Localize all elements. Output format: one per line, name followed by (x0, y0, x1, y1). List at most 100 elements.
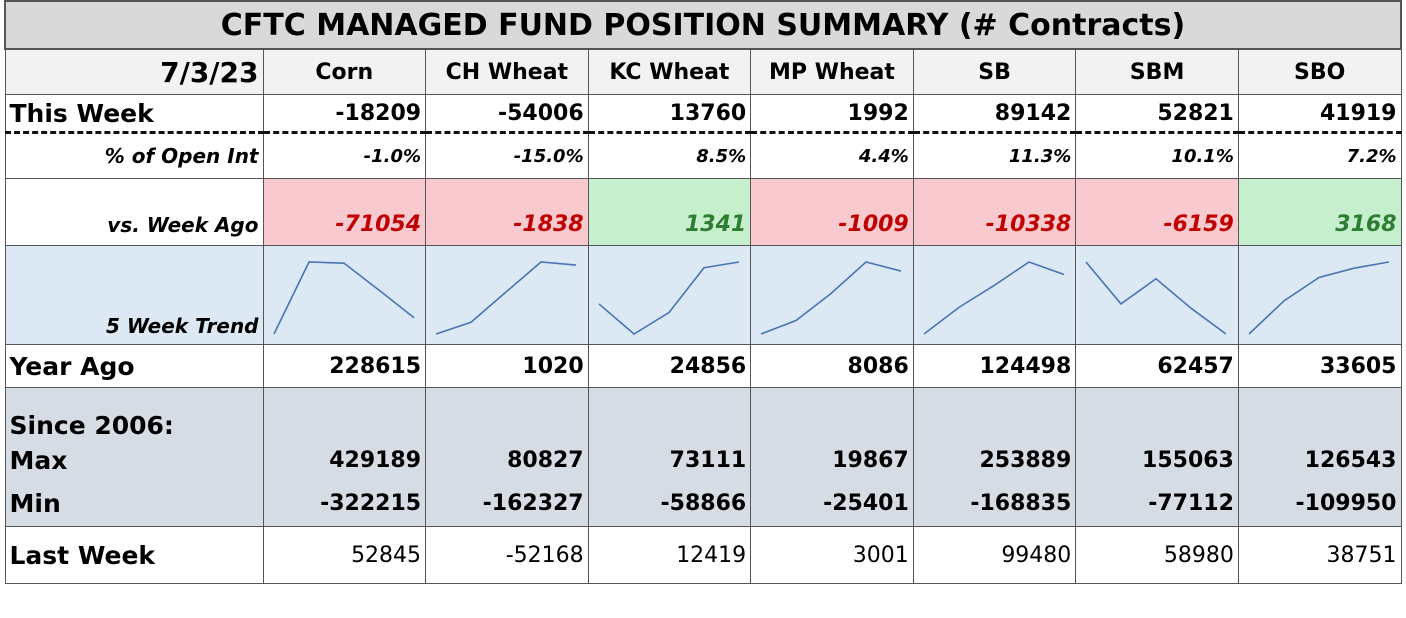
row-label: 5 Week Trend (4, 245, 264, 345)
value-cell: 126543 (1237, 440, 1402, 480)
column-header: Corn (262, 48, 427, 95)
sparkline (1248, 261, 1390, 335)
value-cell: 124498 (912, 344, 1077, 388)
value-cell: 24856 (587, 344, 752, 388)
table-title: CFTC MANAGED FUND POSITION SUMMARY (# Co… (4, 0, 1402, 50)
sparkline (923, 261, 1065, 335)
min-row: Min -322215 -162327 -58866 -25401 -168835 -771… (4, 480, 1402, 527)
value-cell: 52821 (1075, 94, 1239, 134)
column-header: MP Wheat (750, 48, 914, 95)
trend-line (272, 261, 414, 335)
position-table: CFTC MANAGED FUND POSITION SUMMARY (# Co… (4, 0, 1402, 584)
value-cell: 253889 (912, 440, 1077, 480)
open-interest-row: % of Open Int -1.0% -15.0% 8.5% 4.4% 11.3% 10.… (4, 132, 1402, 179)
row-label: Max (4, 440, 264, 480)
value-cell: 12419 (587, 526, 752, 584)
trend-cell (1237, 245, 1402, 345)
empty-cell (587, 387, 752, 440)
value-cell: -322215 (262, 480, 427, 527)
value-cell: -15.0% (425, 132, 589, 179)
value-cell: 8086 (750, 344, 914, 388)
column-header: SBM (1075, 48, 1239, 95)
value-cell: 155063 (1075, 440, 1239, 480)
empty-cell (750, 387, 914, 440)
value-cell: 8.5% (587, 132, 752, 179)
value-cell: -58866 (587, 480, 752, 527)
last-week-row: Last Week 52845 -52168 12419 3001 99480 58980 3… (4, 526, 1402, 584)
row-label: vs. Week Ago (4, 178, 264, 246)
value-cell: 3001 (750, 526, 914, 584)
trend-line (598, 261, 739, 335)
value-cell: -1009 (750, 178, 914, 246)
value-cell: -25401 (750, 480, 914, 527)
value-cell: 73111 (587, 440, 752, 480)
trend-line (1085, 261, 1227, 335)
value-cell: -54006 (425, 94, 589, 134)
empty-cell (262, 387, 427, 440)
max-row: Max 429189 80827 73111 19867 253889 155063 1265… (4, 440, 1402, 480)
value-cell: -6159 (1075, 178, 1239, 246)
value-cell: -18209 (262, 94, 427, 134)
empty-cell (1237, 387, 1402, 440)
value-cell: 89142 (912, 94, 1077, 134)
value-cell: -10338 (912, 178, 1077, 246)
title-row: CFTC MANAGED FUND POSITION SUMMARY (# Co… (4, 0, 1402, 50)
value-cell: -1.0% (262, 132, 427, 179)
value-cell: 429189 (262, 440, 427, 480)
value-cell: 3168 (1237, 178, 1402, 246)
value-cell: 1992 (750, 94, 914, 134)
trend-cell (587, 245, 752, 345)
since-row: Since 2006: (4, 387, 1402, 440)
this-week-row: This Week -18209 -54006 13760 1992 89142 52821… (4, 94, 1402, 134)
column-header: CH Wheat (425, 48, 589, 95)
trend-line (435, 261, 577, 335)
trend-line (760, 261, 902, 335)
value-cell: 19867 (750, 440, 914, 480)
trend-row: 5 Week Trend (4, 245, 1402, 345)
value-cell: 228615 (262, 344, 427, 388)
sparkline (435, 261, 577, 335)
column-header: KC Wheat (587, 48, 752, 95)
value-cell: 52845 (262, 526, 427, 584)
row-label: This Week (4, 94, 264, 134)
value-cell: 4.4% (750, 132, 914, 179)
value-cell: 62457 (1075, 344, 1239, 388)
value-cell: 41919 (1237, 94, 1402, 134)
empty-cell (425, 387, 589, 440)
value-cell: 13760 (587, 94, 752, 134)
trend-cell (750, 245, 914, 345)
trend-line (1248, 261, 1390, 335)
empty-cell (912, 387, 1077, 440)
row-label: Min (4, 480, 264, 527)
value-cell: 58980 (1075, 526, 1239, 584)
value-cell: -162327 (425, 480, 589, 527)
row-label: % of Open Int (4, 132, 264, 179)
value-cell: 38751 (1237, 526, 1402, 584)
year-ago-row: Year Ago 228615 1020 24856 8086 124498 62457 33… (4, 344, 1402, 388)
value-cell: 1020 (425, 344, 589, 388)
date: 7/3/23 (4, 48, 264, 95)
column-header: SB (912, 48, 1077, 95)
value-cell: -52168 (425, 526, 589, 584)
row-label: Since 2006: (4, 387, 264, 440)
value-cell: 99480 (912, 526, 1077, 584)
empty-cell (1075, 387, 1239, 440)
value-cell: -1838 (425, 178, 589, 246)
trend-line (923, 261, 1065, 335)
value-cell: -168835 (912, 480, 1077, 527)
sparkline (598, 261, 739, 335)
value-cell: 1341 (587, 178, 752, 246)
sparkline (760, 261, 902, 335)
trend-cell (912, 245, 1077, 345)
value-cell: -77112 (1075, 480, 1239, 527)
value-cell: 80827 (425, 440, 589, 480)
trend-cell (1075, 245, 1239, 345)
row-label: Year Ago (4, 344, 264, 388)
value-cell: -109950 (1237, 480, 1402, 527)
value-cell: 7.2% (1237, 132, 1402, 179)
column-header: SBO (1237, 48, 1402, 95)
value-cell: 33605 (1237, 344, 1402, 388)
value-cell: 11.3% (912, 132, 1077, 179)
trend-cell (262, 245, 427, 345)
